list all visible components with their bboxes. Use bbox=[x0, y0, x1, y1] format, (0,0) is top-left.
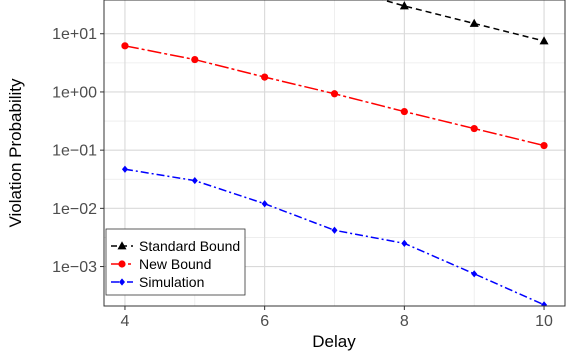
y-tick-label: 1e−02 bbox=[52, 201, 97, 218]
legend: Standard Bound New Bound Simulation bbox=[105, 228, 246, 296]
legend-key-standard-bound-marker bbox=[117, 241, 127, 250]
simulation-point bbox=[471, 270, 478, 278]
x-tick-label: 8 bbox=[400, 313, 409, 330]
new-bound-point bbox=[121, 42, 129, 50]
y-tick-label: 1e+00 bbox=[52, 84, 97, 101]
legend-label-standard-bound: Standard Bound bbox=[139, 238, 240, 254]
x-tick-label: 6 bbox=[260, 313, 269, 330]
standard-bound-point bbox=[399, 1, 409, 10]
y-tick-label: 1e−01 bbox=[52, 143, 97, 160]
legend-key-simulation-marker bbox=[119, 278, 125, 286]
x-axis-title: Delay bbox=[312, 332, 356, 351]
y-axis-title: Violation Probability bbox=[6, 78, 25, 227]
new-bound-point bbox=[330, 90, 339, 98]
series-layer bbox=[121, 0, 549, 306]
standard-bound-point bbox=[469, 18, 479, 27]
legend-label-new-bound: New Bound bbox=[139, 256, 211, 272]
simulation-point bbox=[541, 301, 548, 306]
simulation-point bbox=[401, 239, 408, 247]
y-tick-label: 1e−03 bbox=[52, 259, 97, 276]
simulation-point bbox=[331, 226, 338, 234]
simulation-point bbox=[261, 200, 268, 208]
new-bound-point bbox=[261, 73, 269, 81]
legend-label-simulation: Simulation bbox=[139, 274, 204, 290]
new-bound-point bbox=[191, 55, 199, 64]
y-tick-label: 1e+01 bbox=[52, 26, 97, 43]
new-bound-point bbox=[400, 107, 408, 116]
simulation-point bbox=[121, 165, 128, 173]
standard-bound-point bbox=[539, 36, 549, 45]
new-bound-point bbox=[470, 124, 478, 133]
simulation-point bbox=[191, 176, 198, 185]
x-tick-label: 10 bbox=[535, 313, 553, 330]
legend-key-new-bound-marker bbox=[118, 260, 126, 268]
legend-box bbox=[105, 228, 246, 296]
axes: 4 6 8 10 1e−03 1e−02 1e−01 1e+00 1e+01 bbox=[52, 26, 553, 330]
x-tick-label: 4 bbox=[121, 313, 130, 330]
plot-border bbox=[103, 0, 566, 307]
new-bound-point bbox=[540, 141, 548, 150]
